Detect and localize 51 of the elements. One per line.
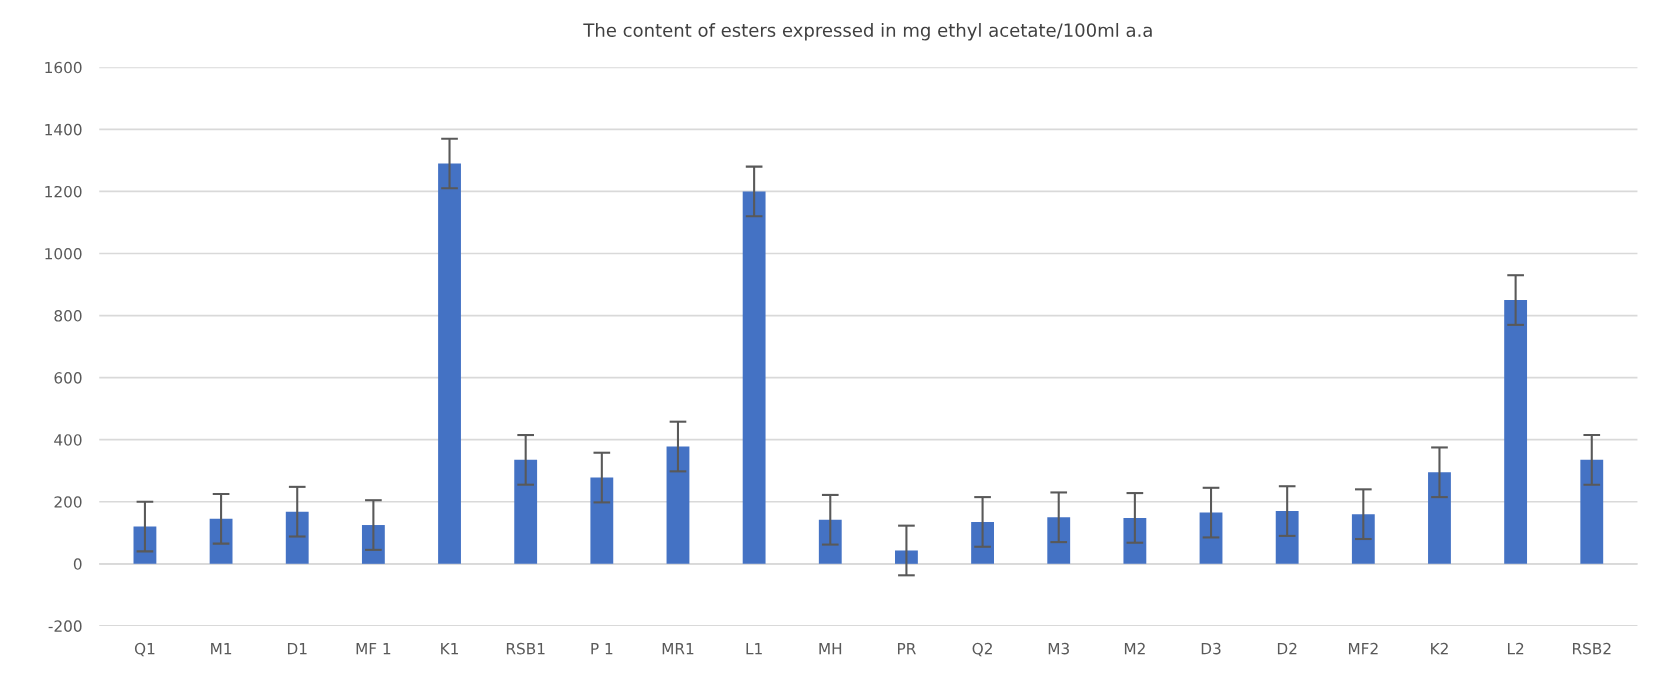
- bar: [1351, 514, 1375, 564]
- x-tick-label: D3: [1201, 642, 1221, 655]
- bar: [1275, 511, 1299, 564]
- x-tick-label: M1: [211, 643, 232, 655]
- y-tick-label: 1200: [45, 185, 82, 198]
- bar: [590, 477, 614, 564]
- y-tick-label: -200: [48, 620, 82, 632]
- y-tick-label: 800: [54, 310, 82, 322]
- y-tick-label: 1000: [45, 247, 82, 260]
- x-tick-label: L1: [746, 643, 762, 655]
- y-tick-label: 1600: [45, 61, 82, 74]
- x-tick-label: MR1: [662, 643, 694, 655]
- bar: [895, 550, 918, 564]
- y-tick-label: 1400: [45, 123, 82, 136]
- bar: [1580, 459, 1604, 564]
- x-tick-label: D1: [287, 643, 307, 655]
- bar: [361, 525, 385, 564]
- bar: [209, 518, 233, 564]
- bar: [742, 191, 766, 564]
- bar: [438, 163, 461, 564]
- x-tick-label: K2: [1431, 642, 1448, 655]
- x-tick-label: PR: [898, 643, 916, 655]
- y-tick-label: 600: [54, 372, 82, 384]
- x-tick-label: M2: [1124, 642, 1145, 655]
- bar: [1199, 512, 1223, 564]
- x-tick-label: RSB2: [1573, 642, 1611, 655]
- x-tick-label: MF 1: [356, 643, 391, 655]
- x-tick-label: P 1: [591, 643, 613, 655]
- bar: [1504, 300, 1528, 564]
- x-tick-label: RSB1: [506, 642, 545, 655]
- chart-title: The content of esters expressed in mg ethyl acetate/100ml a.a: [583, 23, 1152, 41]
- x-tick-label: Q2: [972, 642, 992, 657]
- x-tick-label: L2: [1508, 642, 1524, 655]
- x-tick-label: MH: [819, 643, 842, 655]
- bar: [971, 521, 994, 564]
- x-tick-label: K1: [441, 643, 458, 655]
- y-tick-label: 0: [73, 558, 82, 570]
- bar: [1047, 517, 1071, 564]
- bar: [1123, 517, 1147, 564]
- bar: [818, 519, 842, 564]
- x-tick-label: M3: [1048, 642, 1069, 655]
- bar: [133, 526, 157, 564]
- bar: [666, 446, 690, 564]
- y-tick-label: 200: [54, 496, 82, 508]
- x-tick-label: Q1: [134, 642, 155, 657]
- bar: [1428, 472, 1451, 564]
- y-tick-label: 400: [54, 434, 82, 446]
- bar: [285, 511, 309, 564]
- x-tick-label: D2: [1277, 642, 1297, 655]
- bar: [514, 459, 538, 564]
- x-tick-label: MF2: [1348, 642, 1378, 655]
